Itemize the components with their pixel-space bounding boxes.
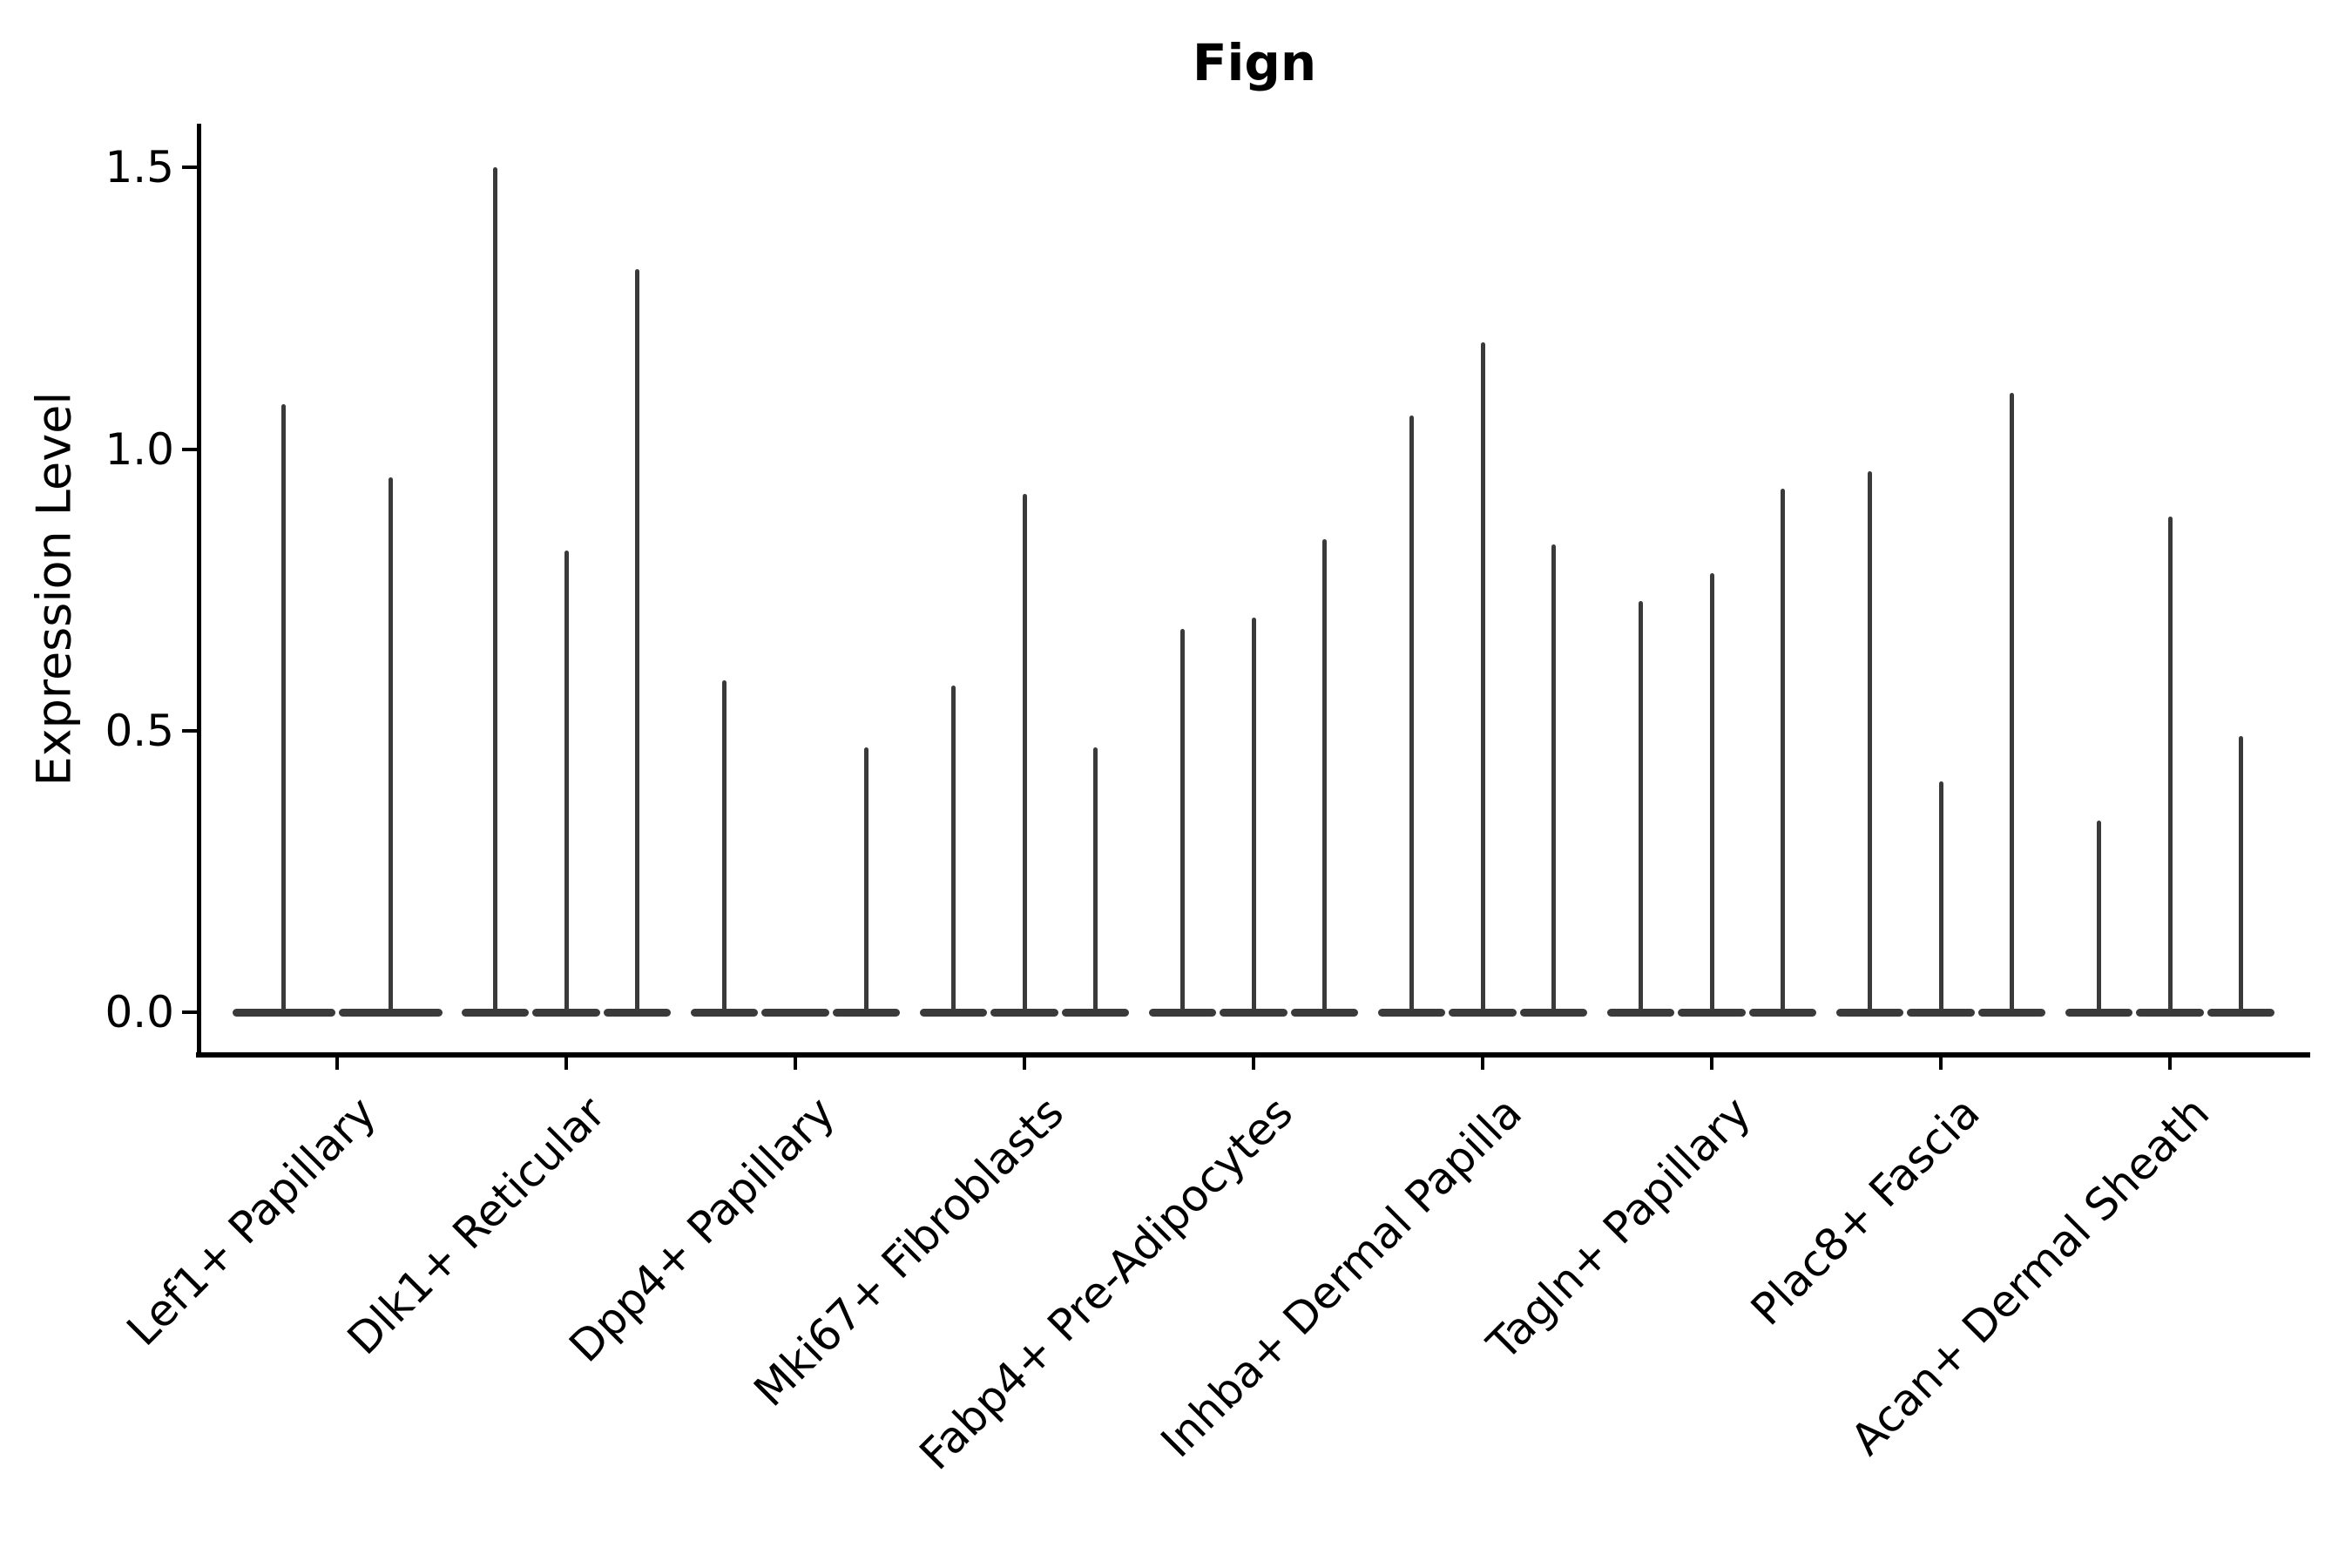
violin-spike — [1179, 629, 1185, 1012]
violin-base — [1148, 1008, 1217, 1017]
x-tick — [1710, 1056, 1713, 1070]
violin-spike — [1638, 601, 1643, 1012]
violin-spike — [2239, 736, 2244, 1012]
x-tick — [1481, 1056, 1484, 1070]
violin-spike — [721, 679, 727, 1012]
violin-base — [1449, 1008, 1517, 1017]
violin-spike — [1709, 572, 1714, 1012]
violin-spike — [1480, 341, 1485, 1012]
violin-spike — [1322, 538, 1328, 1012]
violin-base — [919, 1008, 988, 1017]
violin-base — [2065, 1008, 2133, 1017]
y-tick-label: 0.5 — [105, 705, 174, 756]
y-tick-label: 0.0 — [105, 987, 174, 1037]
violin-spike — [1251, 618, 1256, 1012]
violin-base — [603, 1008, 672, 1017]
x-tick-label: Plac8+ Fascia — [1741, 1087, 1990, 1335]
violin-base — [1061, 1008, 1130, 1017]
x-tick-label: Fabp4+ Pre-Adipocytes — [909, 1087, 1303, 1480]
violin-base — [690, 1008, 759, 1017]
violin-base — [1519, 1008, 1588, 1017]
violin-base — [1290, 1008, 1359, 1017]
violin-base — [1606, 1008, 1675, 1017]
violin-base — [232, 1008, 335, 1017]
violin-spike — [388, 476, 393, 1012]
y-tick — [182, 1010, 197, 1014]
violin-base — [532, 1008, 600, 1017]
x-axis-spine — [196, 1052, 2310, 1058]
x-tick — [335, 1056, 339, 1070]
violin-spike — [2010, 392, 2015, 1012]
violin-spike — [1551, 544, 1557, 1012]
violin-spike — [1093, 747, 1098, 1012]
violin-base — [2136, 1008, 2204, 1017]
violin-base — [2207, 1008, 2275, 1017]
violin-spike — [1867, 471, 1872, 1012]
violin-base — [1977, 1008, 2046, 1017]
violin-spike — [1409, 415, 1414, 1012]
violin-base — [461, 1008, 530, 1017]
violin-base — [832, 1008, 901, 1017]
violin-base — [339, 1008, 443, 1017]
y-tick-label: 1.5 — [105, 142, 174, 193]
y-tick — [182, 728, 197, 733]
x-tick — [794, 1056, 797, 1070]
violin-base — [1220, 1008, 1288, 1017]
violin-base — [1377, 1008, 1446, 1017]
violin-spike — [950, 686, 956, 1012]
violin-base — [1748, 1008, 1817, 1017]
violin-spike — [2096, 821, 2101, 1012]
violin-base — [1835, 1008, 1904, 1017]
violin-base — [1907, 1008, 1975, 1017]
chart-title: Fign — [1192, 33, 1317, 92]
y-tick — [182, 447, 197, 451]
violin-spike — [2167, 517, 2173, 1012]
x-tick — [1252, 1056, 1255, 1070]
x-tick-label: Lef1+ Papillary — [117, 1087, 387, 1356]
y-tick — [182, 166, 197, 170]
x-tick — [1023, 1056, 1026, 1070]
y-axis-spine — [197, 124, 201, 1058]
violin-spike — [564, 550, 569, 1012]
violin-base — [761, 1008, 829, 1017]
violin-spike — [281, 403, 287, 1012]
x-tick — [564, 1056, 568, 1070]
violin-spike — [864, 747, 869, 1012]
violin-spike — [635, 268, 640, 1012]
x-tick — [1939, 1056, 1943, 1070]
violin-base — [1678, 1008, 1746, 1017]
violin-base — [990, 1008, 1058, 1017]
y-tick-label: 1.0 — [105, 423, 174, 475]
violin-spike — [1781, 488, 1786, 1012]
violin-spike — [1938, 781, 1943, 1012]
violin-spike — [492, 167, 497, 1012]
violin-spike — [1022, 494, 1027, 1012]
x-tick — [2168, 1056, 2172, 1070]
